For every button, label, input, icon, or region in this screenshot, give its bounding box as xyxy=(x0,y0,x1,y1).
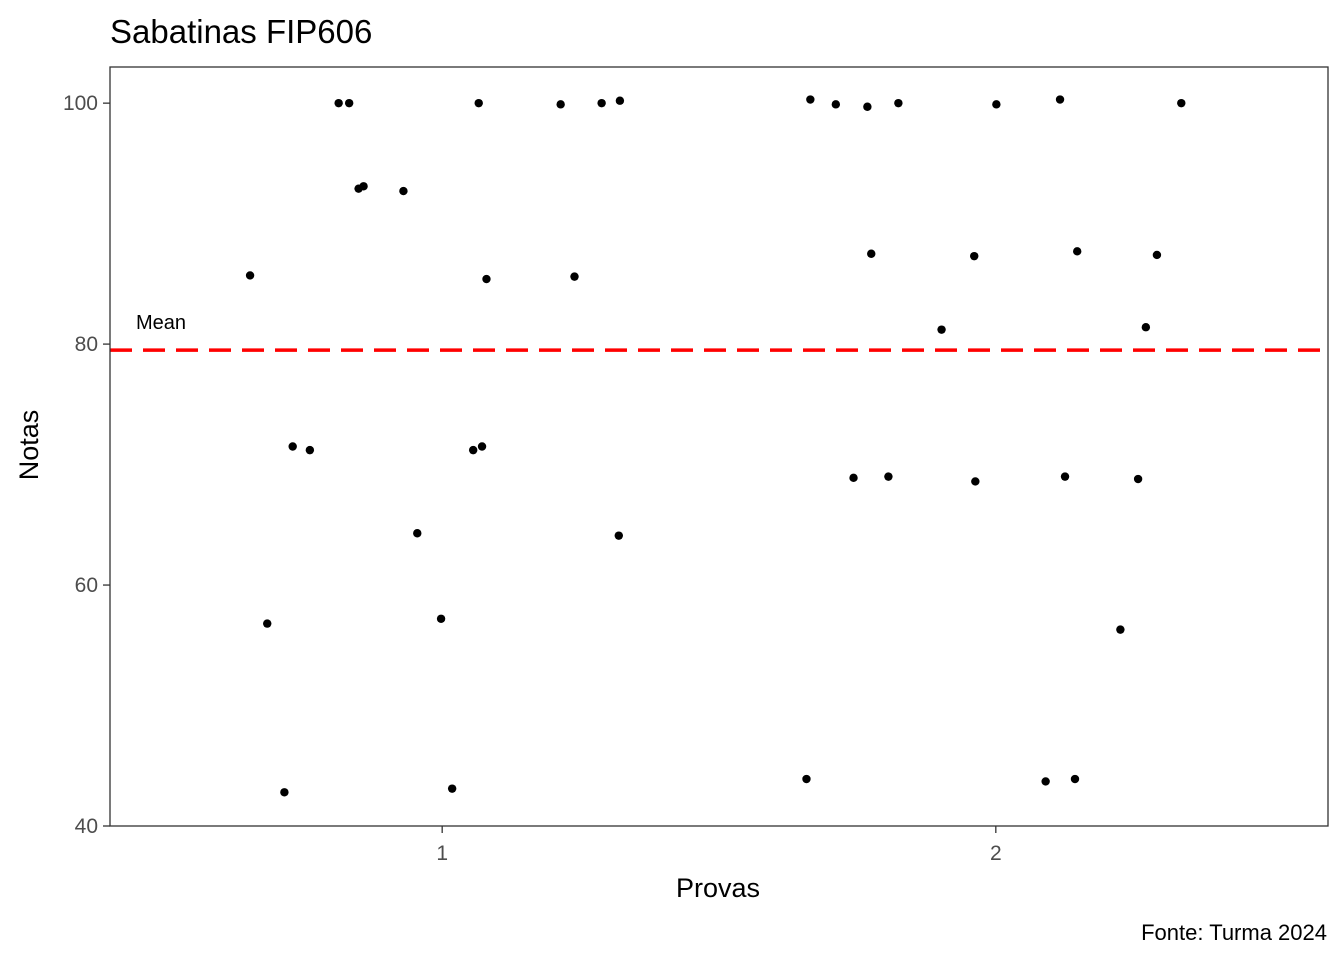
data-point-21 xyxy=(614,531,623,540)
data-point-24 xyxy=(806,95,815,104)
data-point-25 xyxy=(831,100,841,109)
data-point-11 xyxy=(413,529,422,538)
data-point-28 xyxy=(867,249,876,258)
data-point-15 xyxy=(474,98,483,108)
y-tick-label: 80 xyxy=(75,333,98,356)
data-point-27 xyxy=(863,102,872,111)
axes: 40 60 80 100 1 2 xyxy=(63,92,1002,865)
chart-title: Sabatinas FIP606 xyxy=(110,13,372,50)
data-point-14 xyxy=(468,445,478,455)
data-point-4 xyxy=(288,442,297,451)
data-point-30 xyxy=(894,98,903,108)
data-point-5 xyxy=(305,445,315,455)
data-point-2 xyxy=(263,619,272,628)
chart-caption: Fonte: Turma 2024 xyxy=(1141,920,1327,945)
data-point-40 xyxy=(1116,625,1125,634)
data-point-41 xyxy=(1133,474,1143,484)
y-tick-label: 40 xyxy=(75,815,98,838)
data-points xyxy=(245,95,1186,797)
data-point-1 xyxy=(245,271,255,280)
mean-line-label: Mean xyxy=(136,312,186,334)
data-point-43 xyxy=(1152,250,1162,260)
data-point-34 xyxy=(992,100,1001,109)
data-point-32 xyxy=(970,251,979,261)
data-point-44 xyxy=(1177,98,1186,108)
data-point-19 xyxy=(570,272,579,281)
data-point-31 xyxy=(937,325,946,334)
data-point-22 xyxy=(615,96,625,105)
data-point-9 xyxy=(359,182,368,191)
data-point-7 xyxy=(344,98,354,108)
data-point-29 xyxy=(884,472,893,481)
data-point-23 xyxy=(802,774,811,784)
data-point-39 xyxy=(1073,247,1082,256)
data-point-12 xyxy=(436,614,446,623)
data-point-26 xyxy=(849,473,858,483)
y-tick-label: 60 xyxy=(75,574,98,597)
data-point-37 xyxy=(1060,472,1070,481)
data-point-17 xyxy=(482,274,491,284)
data-point-35 xyxy=(1041,777,1050,786)
plot-panel-border xyxy=(109,66,1329,827)
data-point-38 xyxy=(1070,774,1080,784)
x-tick-label: 1 xyxy=(436,842,448,865)
data-point-10 xyxy=(399,186,408,196)
data-point-42 xyxy=(1141,323,1151,332)
y-tick-label: 100 xyxy=(63,92,98,115)
data-point-18 xyxy=(556,100,565,109)
data-point-6 xyxy=(334,98,343,108)
data-point-3 xyxy=(280,788,289,797)
data-point-36 xyxy=(1055,95,1065,104)
y-axis-title: Notas xyxy=(14,410,44,481)
x-tick-label: 2 xyxy=(990,842,1002,865)
data-point-16 xyxy=(477,442,487,451)
data-point-20 xyxy=(597,98,606,108)
data-point-13 xyxy=(447,784,457,793)
data-point-33 xyxy=(971,477,980,486)
x-axis-title: Provas xyxy=(676,873,760,903)
